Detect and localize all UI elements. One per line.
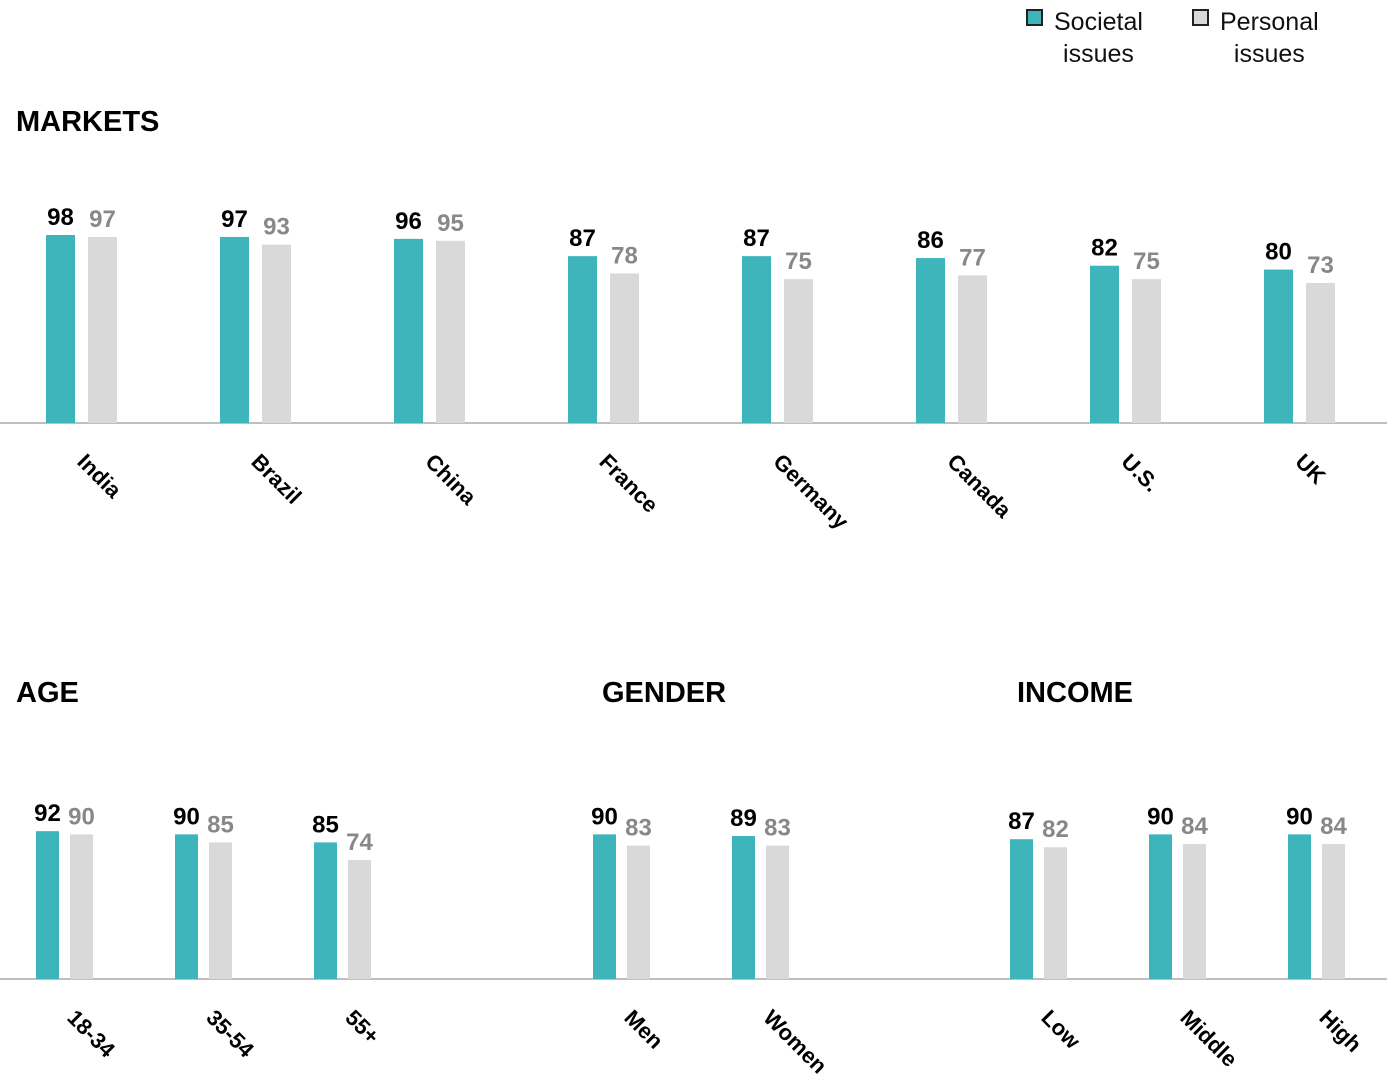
- data-label-societal-markets-india: 98: [47, 204, 74, 231]
- data-label-personal-markets-u-s: 75: [1133, 248, 1160, 275]
- bar-personal-age-18-34: [70, 834, 93, 979]
- data-label-societal-markets-brazil: 97: [221, 206, 248, 233]
- category-label-markets-china: China: [420, 449, 481, 510]
- data-label-societal-markets-u-s: 82: [1091, 235, 1118, 262]
- data-label-personal-age-35-54: 85: [207, 811, 234, 838]
- bar-societal-gender-women: [732, 835, 755, 979]
- bar-societal-markets-india: [46, 235, 75, 423]
- data-label-societal-gender-women: 89: [730, 805, 757, 832]
- data-label-personal-income-low: 82: [1042, 816, 1069, 843]
- bar-personal-gender-men: [627, 845, 650, 979]
- bar-societal-markets-france: [568, 256, 597, 423]
- bar-personal-markets-india: [88, 236, 117, 423]
- section-title-age: AGE: [16, 677, 79, 709]
- data-label-personal-income-middle: 84: [1181, 813, 1208, 840]
- data-label-personal-income-high: 84: [1320, 813, 1347, 840]
- bar-societal-income-middle: [1149, 834, 1172, 979]
- bar-societal-markets-uk: [1264, 269, 1293, 423]
- bar-personal-markets-uk: [1306, 282, 1335, 423]
- category-label-age-55: 55+: [340, 1005, 384, 1049]
- category-label-markets-u-s: U.S.: [1116, 449, 1164, 497]
- bar-societal-markets-canada: [916, 258, 945, 423]
- data-label-personal-markets-india: 97: [89, 206, 116, 233]
- data-label-personal-markets-germany: 75: [785, 248, 812, 275]
- bar-personal-age-55: [348, 860, 371, 979]
- legend-swatch-personal: [1192, 9, 1209, 26]
- bar-societal-markets-brazil: [220, 236, 249, 423]
- bar-personal-gender-women: [766, 845, 789, 979]
- section-title-income: INCOME: [1017, 677, 1133, 709]
- bar-personal-markets-u-s: [1132, 279, 1161, 423]
- legend-label-personal: Personal issues: [1220, 8, 1319, 68]
- category-label-markets-germany: Germany: [768, 449, 854, 535]
- bar-personal-markets-germany: [784, 279, 813, 423]
- data-label-personal-age-55: 74: [346, 829, 373, 856]
- bar-societal-age-55: [314, 842, 337, 979]
- bar-personal-age-35-54: [209, 842, 232, 979]
- data-label-societal-income-high: 90: [1286, 803, 1313, 830]
- legend-label-societal: Societal issues: [1054, 8, 1143, 68]
- category-label-income-middle: Middle: [1175, 1005, 1242, 1072]
- bar-personal-income-high: [1322, 844, 1345, 979]
- data-label-societal-income-low: 87: [1008, 808, 1035, 835]
- category-label-income-low: Low: [1036, 1005, 1085, 1054]
- data-label-personal-markets-uk: 73: [1307, 252, 1334, 279]
- bar-personal-markets-canada: [958, 275, 987, 423]
- bar-societal-markets-germany: [742, 256, 771, 423]
- data-label-personal-markets-france: 78: [611, 242, 638, 269]
- bar-societal-gender-men: [593, 834, 616, 979]
- data-label-personal-gender-women: 83: [764, 815, 791, 842]
- category-label-gender-men: Men: [619, 1005, 668, 1054]
- data-label-societal-gender-men: 90: [591, 803, 618, 830]
- bar-societal-markets-u-s: [1090, 265, 1119, 423]
- bar-personal-markets-france: [610, 273, 639, 423]
- legend-swatch-societal: [1026, 9, 1043, 26]
- category-label-gender-women: Women: [758, 1005, 832, 1079]
- data-label-societal-age-55: 85: [312, 811, 339, 838]
- category-label-age-18-34: 18-34: [62, 1005, 120, 1063]
- data-label-societal-markets-canada: 86: [917, 227, 944, 254]
- bar-personal-income-low: [1044, 847, 1067, 979]
- category-label-markets-france: France: [594, 449, 663, 518]
- bar-societal-markets-china: [394, 238, 423, 423]
- section-title-gender: GENDER: [602, 677, 727, 709]
- bar-societal-age-35-54: [175, 834, 198, 979]
- legend-item-personal[interactable]: Personal issues: [1192, 6, 1319, 70]
- data-label-personal-gender-men: 83: [625, 815, 652, 842]
- section-title-markets: MARKETS: [16, 106, 160, 138]
- data-label-personal-markets-china: 95: [437, 210, 464, 237]
- legend-item-societal[interactable]: Societal issues: [1026, 6, 1143, 70]
- bar-personal-markets-brazil: [262, 244, 291, 423]
- data-label-societal-markets-china: 96: [395, 208, 422, 235]
- data-label-societal-age-35-54: 90: [173, 803, 200, 830]
- data-label-societal-markets-germany: 87: [743, 225, 770, 252]
- data-label-personal-age-18-34: 90: [68, 803, 95, 830]
- bar-societal-age-18-34: [36, 831, 59, 979]
- bar-societal-income-low: [1010, 839, 1033, 979]
- legend: Societal issues Personal issues: [1026, 6, 1386, 76]
- category-label-markets-canada: Canada: [942, 449, 1016, 523]
- category-label-markets-brazil: Brazil: [246, 449, 306, 509]
- data-label-personal-markets-canada: 77: [959, 244, 986, 271]
- data-label-societal-markets-france: 87: [569, 225, 596, 252]
- data-label-personal-markets-brazil: 93: [263, 214, 290, 241]
- data-label-societal-income-middle: 90: [1147, 803, 1174, 830]
- bar-societal-income-high: [1288, 834, 1311, 979]
- bar-personal-markets-china: [436, 240, 465, 423]
- category-label-markets-uk: UK: [1290, 449, 1330, 489]
- category-label-age-35-54: 35-54: [201, 1005, 259, 1063]
- category-label-markets-india: India: [72, 449, 127, 504]
- data-label-societal-markets-uk: 80: [1265, 239, 1292, 266]
- category-label-income-high: High: [1314, 1005, 1366, 1057]
- bar-personal-income-middle: [1183, 844, 1206, 979]
- data-label-societal-age-18-34: 92: [34, 800, 61, 827]
